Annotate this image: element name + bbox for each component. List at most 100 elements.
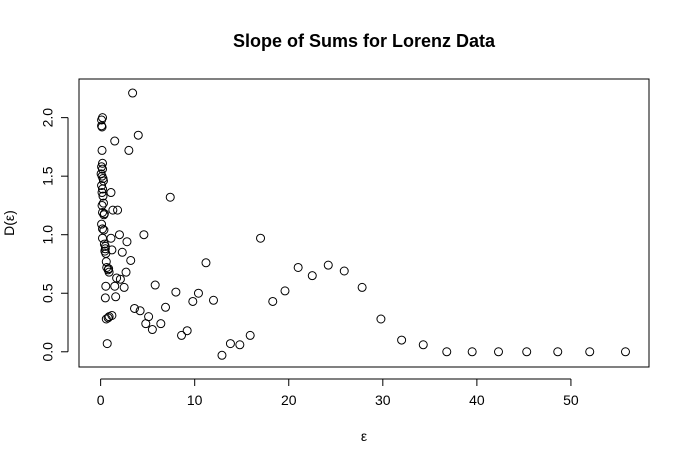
data-point xyxy=(98,191,108,201)
y-tick-label: 2.0 xyxy=(40,108,56,128)
data-point xyxy=(147,325,157,335)
data-point xyxy=(339,266,349,276)
data-point xyxy=(111,292,121,302)
data-point xyxy=(193,288,203,298)
data-point xyxy=(161,302,171,312)
data-point xyxy=(101,281,111,291)
data-point xyxy=(144,312,154,322)
x-tick-label: 0 xyxy=(97,392,105,408)
data-point xyxy=(293,262,303,272)
x-axis-label: ε xyxy=(361,428,367,444)
data-point xyxy=(98,158,108,168)
data-point xyxy=(97,181,107,191)
data-point xyxy=(139,230,149,240)
data-point xyxy=(102,262,112,272)
data-point xyxy=(110,136,120,146)
data-point xyxy=(268,296,278,306)
chart-title: Slope of Sums for Lorenz Data xyxy=(233,31,496,51)
x-tick-label: 10 xyxy=(187,392,203,408)
data-point xyxy=(121,267,131,277)
data-point xyxy=(217,350,227,360)
data-point xyxy=(357,282,367,292)
data-point xyxy=(115,274,125,284)
data-point xyxy=(235,340,245,350)
data-point xyxy=(97,200,107,210)
data-point xyxy=(620,347,630,357)
data-point xyxy=(117,247,127,257)
data-point xyxy=(97,115,107,125)
data-point xyxy=(98,207,108,217)
data-point xyxy=(156,319,166,329)
data-point xyxy=(99,209,109,219)
data-point xyxy=(104,264,114,274)
data-point xyxy=(150,280,160,290)
data-point xyxy=(112,273,122,283)
y-tick-label: 1.0 xyxy=(40,225,56,245)
y-tick-label: 0.0 xyxy=(40,342,56,362)
data-point xyxy=(97,122,107,132)
data-point xyxy=(100,293,110,303)
data-point xyxy=(397,335,407,345)
data-point xyxy=(418,340,428,350)
data-point xyxy=(376,314,386,324)
data-point xyxy=(122,237,132,247)
data-point xyxy=(108,205,118,215)
data-point xyxy=(256,233,266,243)
data-point xyxy=(98,184,108,194)
y-axis-label: D(ε) xyxy=(1,210,17,236)
y-tick-label: 1.5 xyxy=(40,166,56,186)
data-point xyxy=(98,164,108,174)
data-point xyxy=(165,192,175,202)
data-point xyxy=(467,347,477,357)
data-point xyxy=(133,130,143,140)
data-point xyxy=(307,271,317,281)
x-tick-label: 50 xyxy=(563,392,579,408)
data-point xyxy=(130,303,139,313)
data-point xyxy=(126,255,136,265)
data-point xyxy=(135,306,145,316)
data-point xyxy=(128,88,138,98)
data-point xyxy=(201,258,211,268)
data-point xyxy=(107,310,117,320)
data-point xyxy=(106,188,116,198)
x-tick-label: 20 xyxy=(281,392,297,408)
data-point xyxy=(124,145,134,155)
data-point xyxy=(119,282,129,292)
data-point xyxy=(106,233,116,243)
data-point xyxy=(171,287,181,297)
data-point xyxy=(182,326,192,336)
x-tick-label: 30 xyxy=(375,392,391,408)
data-point xyxy=(102,339,112,349)
data-point xyxy=(100,244,110,254)
data-point xyxy=(110,281,120,291)
data-point xyxy=(98,198,108,208)
data-point xyxy=(494,347,503,357)
data-point xyxy=(98,224,108,234)
y-tick-label: 0.5 xyxy=(40,283,56,303)
data-point xyxy=(97,145,107,155)
data-point xyxy=(107,245,117,255)
data-point xyxy=(97,219,107,229)
y-axis: 0.0 0.5 1.0 1.5 2.0 xyxy=(40,108,69,362)
data-point xyxy=(442,347,452,357)
data-point xyxy=(225,339,235,349)
x-axis: 0 10 20 30 40 50 xyxy=(97,378,579,408)
data-point xyxy=(553,347,563,357)
data-point xyxy=(113,205,123,215)
data-point xyxy=(245,330,255,340)
plot-frame xyxy=(78,78,650,368)
data-point xyxy=(522,347,532,357)
data-points xyxy=(96,88,630,360)
data-point xyxy=(177,330,187,340)
data-point xyxy=(209,295,218,305)
data-point xyxy=(188,296,198,306)
data-point xyxy=(323,260,333,270)
data-point xyxy=(585,347,595,357)
data-point xyxy=(97,188,107,198)
data-point xyxy=(104,267,114,277)
x-tick-label: 40 xyxy=(469,392,485,408)
data-point xyxy=(114,230,124,240)
data-point xyxy=(280,286,290,296)
